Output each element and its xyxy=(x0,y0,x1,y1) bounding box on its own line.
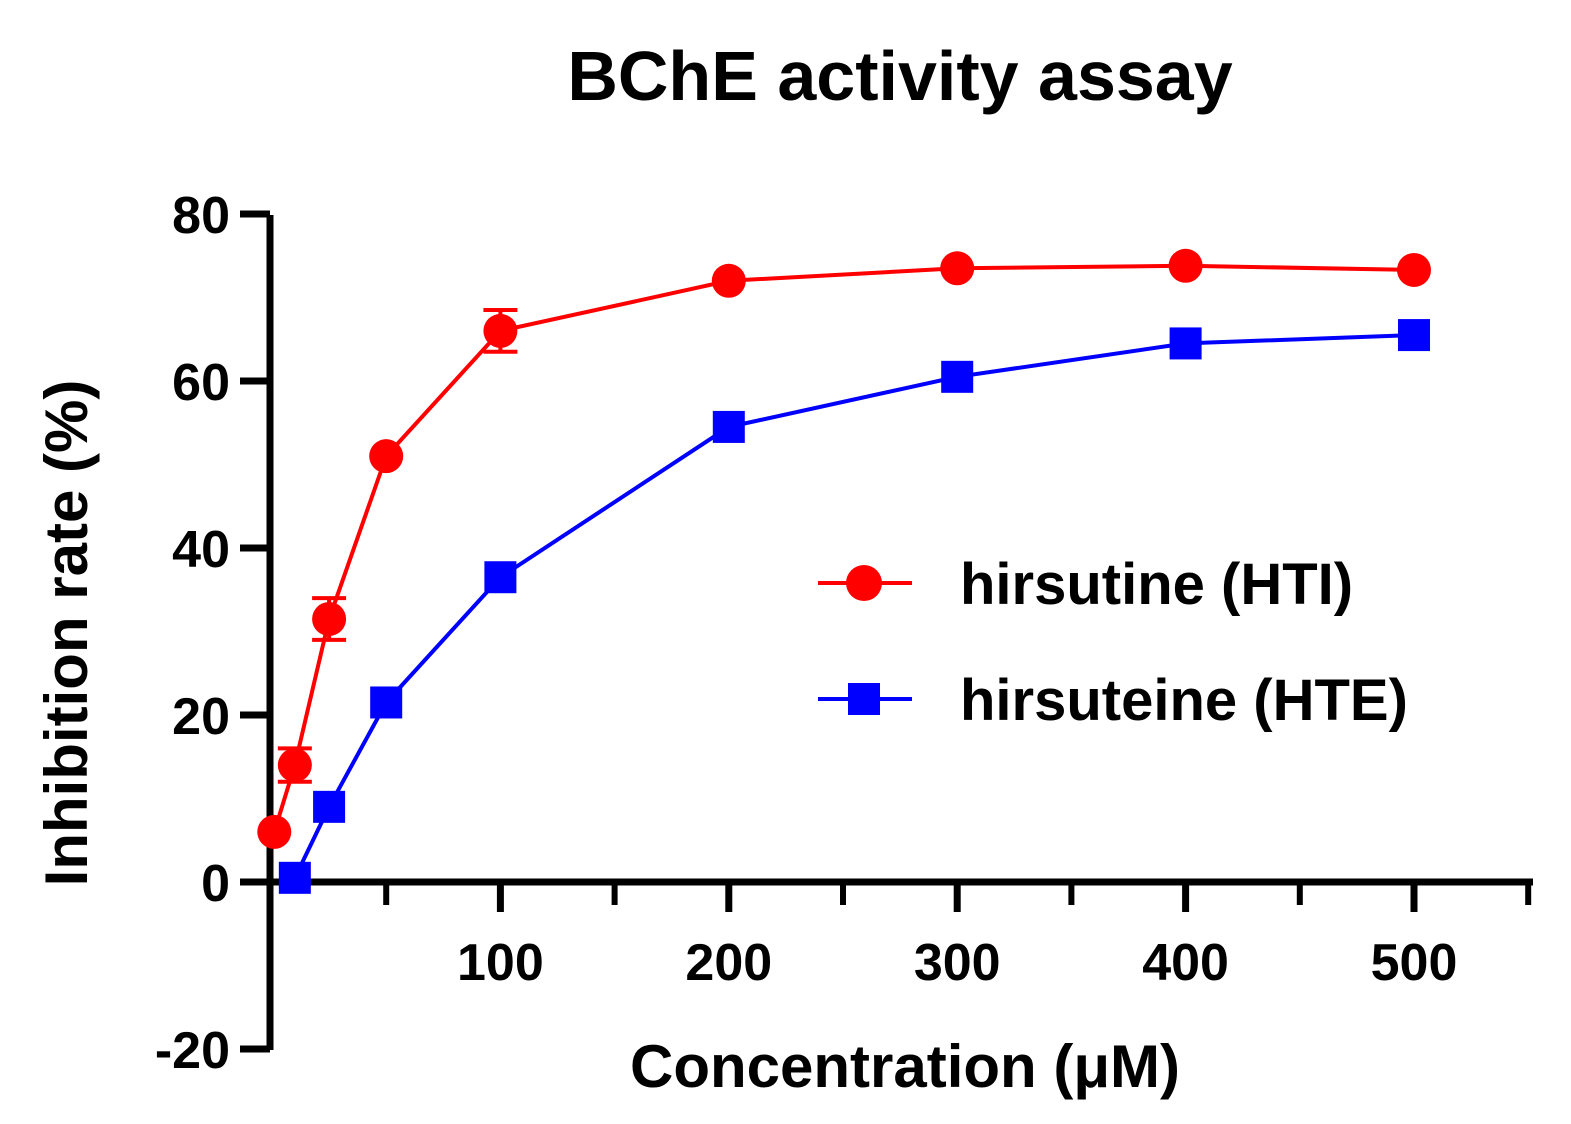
x-tick-label: 500 xyxy=(1371,934,1458,992)
data-point-hirsutine xyxy=(257,814,292,849)
data-point-hirsuteine xyxy=(1169,327,1202,360)
data-point-hirsuteine xyxy=(712,410,745,443)
legend-marker-hirsutine xyxy=(846,565,882,601)
x-ticks: 100 200 300 400 500 xyxy=(383,882,1532,992)
series-hirsutine xyxy=(257,248,1431,849)
y-tick-label: 40 xyxy=(172,521,230,579)
legend-item-hirsuteine: hirsuteine (HTE) xyxy=(818,668,1408,733)
data-point-hirsutine xyxy=(940,251,975,286)
y-tick-label: 20 xyxy=(172,688,230,746)
plot-area xyxy=(257,248,1431,894)
y-axis: -20 0 20 40 60 80 xyxy=(155,187,274,1080)
legend: hirsutine (HTI) hirsuteine (HTE) xyxy=(818,552,1408,733)
y-axis-label: Inhibition rate (%) xyxy=(33,380,100,887)
x-axis: 100 200 300 400 500 xyxy=(240,878,1533,992)
data-point-hirsuteine xyxy=(278,861,311,894)
y-tick-label: -20 xyxy=(155,1022,230,1080)
data-point-hirsutine xyxy=(277,748,312,783)
legend-label-hirsutine: hirsutine (HTI) xyxy=(960,552,1353,617)
y-ticks: -20 0 20 40 60 80 xyxy=(155,187,270,1080)
x-tick-label: 100 xyxy=(457,934,544,992)
data-point-hirsutine xyxy=(312,601,347,636)
data-point-hirsutine xyxy=(369,439,404,474)
data-point-hirsutine xyxy=(483,313,518,348)
x-tick-label: 300 xyxy=(914,934,1001,992)
data-point-hirsuteine xyxy=(313,790,346,823)
x-tick-label: 200 xyxy=(685,934,772,992)
data-point-hirsutine xyxy=(1168,248,1203,283)
x-tick-label: 400 xyxy=(1142,934,1229,992)
y-tick-label: 0 xyxy=(201,855,230,913)
legend-label-hirsuteine: hirsuteine (HTE) xyxy=(960,668,1408,733)
y-tick-label: 80 xyxy=(172,187,230,245)
legend-marker-hirsuteine xyxy=(848,683,880,715)
legend-item-hirsutine: hirsutine (HTI) xyxy=(818,552,1353,617)
y-tick-label: 60 xyxy=(172,354,230,412)
series-hirsuteine xyxy=(278,319,1430,894)
series-line-hirsutine xyxy=(272,263,1415,833)
data-point-hirsuteine xyxy=(941,360,974,393)
data-point-hirsuteine xyxy=(484,561,517,594)
data-point-hirsuteine xyxy=(1398,319,1430,352)
x-axis-label: Concentration (μM) xyxy=(630,1033,1180,1100)
data-point-hirsutine xyxy=(711,263,746,298)
chart-title: BChE activity assay xyxy=(567,37,1232,115)
series-line-hirsuteine xyxy=(293,333,1415,879)
data-point-hirsutine xyxy=(1397,252,1431,287)
data-point-hirsuteine xyxy=(370,686,403,719)
